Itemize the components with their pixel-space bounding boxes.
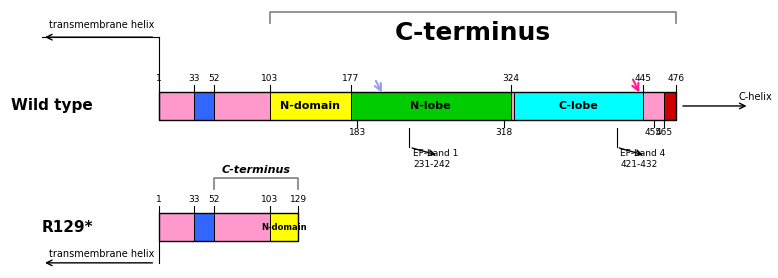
FancyBboxPatch shape xyxy=(270,92,351,120)
Text: 1: 1 xyxy=(156,74,162,83)
Text: transmembrane helix: transmembrane helix xyxy=(50,249,155,259)
FancyBboxPatch shape xyxy=(664,92,677,120)
FancyBboxPatch shape xyxy=(159,213,194,241)
Text: R129*: R129* xyxy=(41,220,93,235)
Text: C-terminus: C-terminus xyxy=(395,21,552,45)
FancyBboxPatch shape xyxy=(194,213,215,241)
FancyBboxPatch shape xyxy=(159,92,194,120)
Text: 318: 318 xyxy=(496,128,513,137)
Text: 52: 52 xyxy=(209,195,220,204)
Text: 324: 324 xyxy=(503,74,520,83)
Text: transmembrane helix: transmembrane helix xyxy=(50,20,155,30)
FancyBboxPatch shape xyxy=(215,92,270,120)
Text: N-domain: N-domain xyxy=(261,223,307,232)
Text: N-domain: N-domain xyxy=(280,101,340,111)
FancyBboxPatch shape xyxy=(194,92,215,120)
Text: 177: 177 xyxy=(342,74,359,83)
Text: Wild type: Wild type xyxy=(12,98,93,113)
Text: 103: 103 xyxy=(261,74,279,83)
Text: 52: 52 xyxy=(209,74,220,83)
Text: EF-hand 1: EF-hand 1 xyxy=(413,149,458,158)
Text: 1: 1 xyxy=(156,195,162,204)
Text: 33: 33 xyxy=(188,195,199,204)
FancyBboxPatch shape xyxy=(270,213,298,241)
Text: C-terminus: C-terminus xyxy=(222,165,291,175)
Text: 421-432: 421-432 xyxy=(620,160,657,169)
Text: C-helix: C-helix xyxy=(738,92,773,102)
Text: 476: 476 xyxy=(668,74,685,83)
Text: 129: 129 xyxy=(289,195,307,204)
Text: 465: 465 xyxy=(656,128,673,137)
Text: EF-hand 4: EF-hand 4 xyxy=(620,149,665,158)
FancyBboxPatch shape xyxy=(511,92,514,120)
Text: 445: 445 xyxy=(634,74,651,83)
Text: 183: 183 xyxy=(349,128,366,137)
Text: C-lobe: C-lobe xyxy=(559,101,598,111)
FancyBboxPatch shape xyxy=(351,92,511,120)
FancyBboxPatch shape xyxy=(514,92,643,120)
Text: 231-242: 231-242 xyxy=(413,160,450,169)
FancyBboxPatch shape xyxy=(643,92,664,120)
Text: 103: 103 xyxy=(261,195,279,204)
Text: N-lobe: N-lobe xyxy=(411,101,451,111)
FancyBboxPatch shape xyxy=(215,213,270,241)
Text: 455: 455 xyxy=(645,128,662,137)
Text: 33: 33 xyxy=(188,74,199,83)
